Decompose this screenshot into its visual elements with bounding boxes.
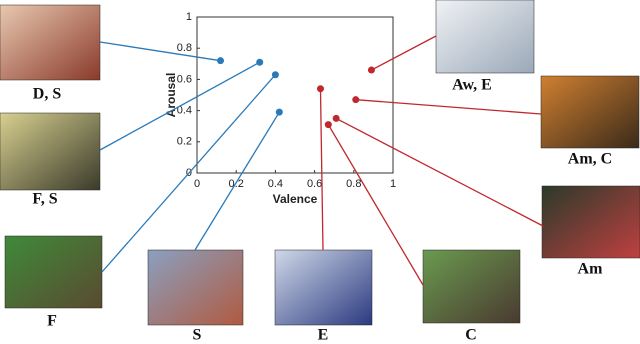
point [352,96,360,104]
photo [0,112,101,191]
photo-label: C [465,327,477,344]
point [256,58,264,66]
connector [319,88,324,251]
photo-label: F [47,313,57,330]
photo [541,185,640,259]
point [367,66,375,74]
y-tick-label: 0.4 [177,105,192,117]
photo [0,4,101,81]
connector [327,124,424,286]
connector [371,35,437,71]
x-tick-label: 0 [194,178,200,190]
x-tick-label: 0.8 [346,178,361,190]
photo-label: E [318,327,329,344]
photo [422,249,521,324]
photo [4,235,103,309]
photo-label: S [193,327,202,344]
photo-label: F, S [32,191,57,208]
y-tick-label: 1 [186,11,192,23]
point [271,71,279,79]
x-tick-label: 0.6 [307,178,322,190]
point [275,108,283,116]
connector [101,74,276,273]
point [324,121,332,129]
y-tick-label: 0.2 [177,136,192,148]
y-tick-label: 0.6 [177,73,192,85]
connector [194,111,280,251]
photo-label: D, S [33,86,62,103]
y-axis-label: Arousal [164,73,178,118]
photo [435,0,535,74]
plot-frame [196,16,394,174]
connector [355,99,542,115]
connector [335,117,544,227]
photo-label: Am [578,261,604,278]
point [217,57,225,65]
photo [147,249,244,326]
photo-label: Am, C [568,151,612,168]
photo-label: Aw, E [452,77,492,94]
point [332,114,340,122]
x-tick-label: 0.2 [229,178,244,190]
point [316,85,324,93]
connector [99,61,261,151]
y-tick-label: 0.8 [177,42,192,54]
photo [274,249,373,326]
x-tick-label: 1 [390,178,396,190]
x-axis-label: Valence [273,192,318,206]
x-tick-label: 0.4 [268,178,283,190]
connector [99,41,221,62]
photo [540,75,640,149]
